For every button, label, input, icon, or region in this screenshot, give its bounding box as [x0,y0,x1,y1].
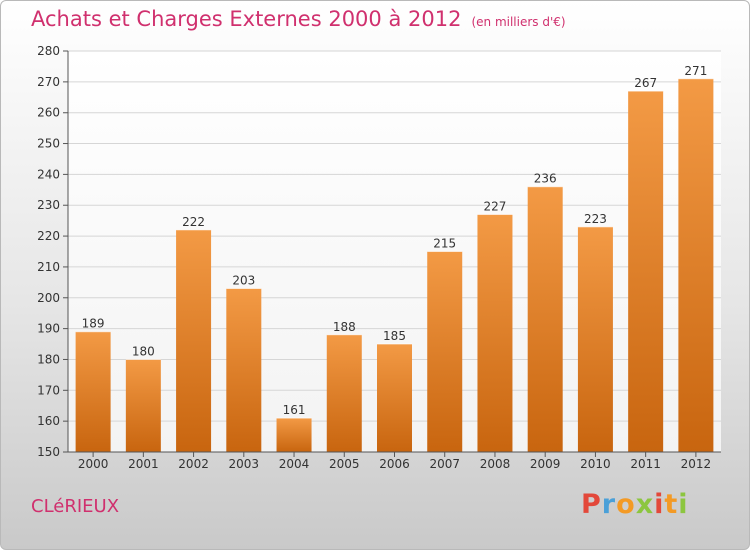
town-name: CLéRIEUX [31,496,120,517]
x-tick-label: 2003 [229,457,260,471]
y-tick-label: 250 [37,137,60,151]
data-label: 227 [484,199,507,213]
logo-letter: i [654,489,665,520]
y-tick-label: 220 [37,229,60,243]
data-label: 203 [232,274,255,288]
y-tick-label: 260 [37,106,60,120]
y-tick-label: 180 [37,352,60,366]
logo-letter: P [581,489,602,520]
data-label: 189 [82,317,105,331]
data-label: 215 [433,237,456,251]
bar [477,214,513,452]
x-tick-label: 2010 [580,457,611,471]
data-label: 271 [684,64,707,78]
bar [427,251,463,452]
data-label: 161 [283,403,306,417]
data-label: 223 [584,212,607,226]
y-tick-label: 230 [37,198,60,212]
y-tick-label: 160 [37,414,60,428]
x-tick-label: 2004 [279,457,310,471]
y-tick-label: 200 [37,291,60,305]
x-tick-label: 2009 [530,457,561,471]
data-label: 188 [333,320,356,334]
logo-letter: t [664,489,679,520]
y-tick-label: 170 [37,383,60,397]
bars: 189 180 222 203 161 188 185 215 227 236 223 267 271 [75,64,714,452]
logo-letter: o [616,489,636,520]
data-label: 222 [182,215,205,229]
x-tick-label: 2005 [329,457,360,471]
chart-heading: Achats et Charges Externes 2000 à 2012 (e… [31,7,566,31]
bar [326,334,362,452]
x-tick-label: 2008 [480,457,511,471]
y-tick-label: 210 [37,260,60,274]
y-tick-label: 150 [37,445,60,459]
data-label: 180 [132,344,155,358]
y-tick-label: 190 [37,322,60,336]
bar [628,91,664,452]
bar [678,78,714,452]
y-tick-label: 240 [37,167,60,181]
bar [527,186,563,452]
y-tick-label: 280 [37,44,60,58]
data-label: 185 [383,329,406,343]
x-tick-label: 2011 [630,457,661,471]
proxiti-logo: Proxiti [581,489,689,520]
chart-title: Achats et Charges Externes 2000 à 2012 [31,7,462,31]
bar [577,226,613,452]
chart-unit: (en milliers d'€) [471,15,566,29]
x-tick-label: 2006 [379,457,410,471]
x-tick-label: 2012 [681,457,712,471]
logo-letter: i [678,489,689,520]
bar [377,344,412,452]
axes: 150 160 170 180 190 200 210 220 230 240 250 260 270 2… [37,44,721,471]
bar [276,418,312,452]
bar [226,288,262,452]
x-tick-label: 2007 [429,457,460,471]
x-tick-label: 2002 [178,457,209,471]
data-label: 236 [534,172,557,186]
x-tick-label: 2001 [128,457,159,471]
logo-letter: x [635,489,655,520]
x-tick-label: 2000 [78,457,109,471]
y-tick-label: 270 [37,75,60,89]
bar [125,359,161,452]
data-label: 267 [634,76,657,90]
bar [75,331,111,452]
bar [176,229,212,452]
logo-letter: r [601,489,617,520]
